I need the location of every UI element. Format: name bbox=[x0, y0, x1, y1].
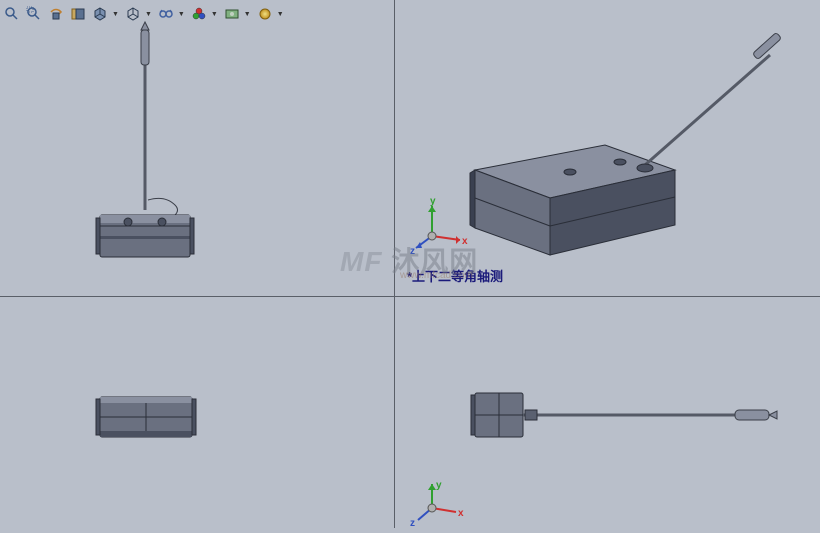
zoom-area-icon[interactable] bbox=[26, 6, 42, 22]
svg-text:y: y bbox=[436, 480, 442, 491]
viewport-quadrant-top[interactable] bbox=[0, 297, 394, 528]
hide-show-icon[interactable] bbox=[158, 6, 174, 22]
dropdown-arrow-icon[interactable]: ▼ bbox=[211, 11, 218, 18]
apply-scene-icon[interactable] bbox=[224, 6, 240, 22]
dropdown-arrow-icon[interactable]: ▼ bbox=[178, 11, 185, 18]
orientation-triad[interactable]: x y z bbox=[412, 196, 462, 246]
dropdown-arrow-icon[interactable]: ▼ bbox=[277, 11, 284, 18]
orientation-triad[interactable]: y z x bbox=[412, 478, 462, 528]
viewport: *上下二等角轴测 bbox=[0, 0, 820, 528]
section-view-icon[interactable] bbox=[70, 6, 86, 22]
svg-text:z: z bbox=[410, 518, 415, 529]
view-settings-icon[interactable] bbox=[257, 6, 273, 22]
dropdown-arrow-icon[interactable]: ▼ bbox=[112, 11, 119, 18]
svg-text:x: x bbox=[462, 236, 468, 247]
zoom-to-fit-icon[interactable] bbox=[4, 6, 20, 22]
display-style-icon[interactable] bbox=[125, 6, 141, 22]
svg-text:y: y bbox=[430, 196, 436, 207]
model-top-view bbox=[0, 297, 394, 528]
rotate-view-icon[interactable] bbox=[48, 6, 64, 22]
view-toolbar: ▼ ▼ ▼ ▼ ▼ ▼ bbox=[4, 4, 284, 24]
viewport-quadrant-front[interactable] bbox=[0, 0, 394, 296]
view-orientation-icon[interactable] bbox=[92, 6, 108, 22]
svg-text:x: x bbox=[458, 508, 464, 519]
view-label: *上下二等角轴测 bbox=[407, 266, 503, 285]
edit-appearance-icon[interactable] bbox=[191, 6, 207, 22]
dropdown-arrow-icon[interactable]: ▼ bbox=[145, 11, 152, 18]
svg-text:z: z bbox=[410, 246, 415, 257]
model-front-view bbox=[0, 0, 394, 296]
dropdown-arrow-icon[interactable]: ▼ bbox=[244, 11, 251, 18]
